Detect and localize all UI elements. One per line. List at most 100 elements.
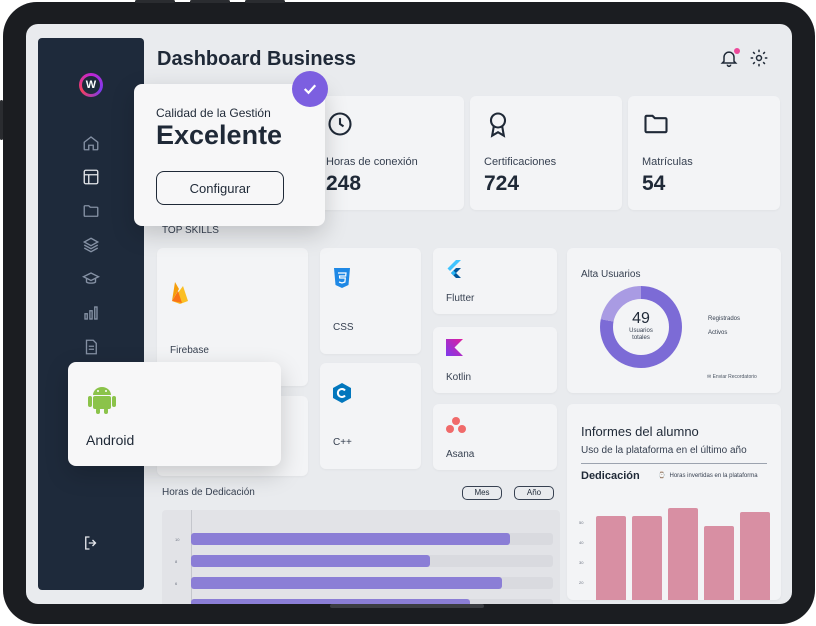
css3-icon — [333, 268, 353, 288]
dedicacion-column — [632, 516, 662, 600]
bar-tick-label: 10 — [175, 537, 180, 542]
notification-dot — [734, 48, 740, 54]
skill-card-firebase[interactable]: Firebase — [157, 248, 308, 386]
alta-usuarios-card: Alta Usuarios 49 Usuarios totales Regist… — [567, 248, 781, 393]
cpp-icon — [333, 383, 353, 403]
skill-label: Kotlin — [446, 372, 472, 383]
dedicacion-column — [740, 512, 770, 600]
dedicacion-legend-text: Horas invertidas en la plataforma — [669, 472, 758, 479]
bar-tick-label: 8 — [175, 559, 178, 564]
quality-value: Excelente — [156, 120, 283, 150]
watch-icon: ⌚ — [658, 473, 666, 479]
flutter-icon — [446, 260, 466, 280]
stat-label: Horas de conexión — [326, 156, 418, 168]
skill-label: CSS — [333, 322, 354, 333]
firebase-icon — [170, 280, 190, 304]
dedicacion-column — [668, 508, 698, 600]
legend-registrados: Registrados — [708, 316, 741, 322]
stat-value: 54 — [642, 172, 666, 195]
donut-total-label-1: Usuarios — [629, 328, 653, 334]
layers-icon[interactable] — [82, 236, 100, 254]
folder-icon[interactable] — [82, 202, 100, 220]
skill-label: Firebase — [170, 345, 209, 356]
dedicacion-column — [596, 516, 626, 600]
skill-label: C++ — [333, 437, 352, 448]
skill-card-css[interactable]: CSS — [320, 248, 421, 354]
stat-label: Certificaciones — [484, 156, 557, 168]
bar-fill — [191, 555, 430, 567]
skill-label: Flutter — [446, 293, 475, 304]
award-icon — [484, 110, 512, 138]
tablet-camera-bar — [0, 100, 3, 140]
legend-activos: Activos — [708, 330, 728, 336]
page-title: Dashboard Business — [157, 48, 356, 70]
document-icon[interactable] — [82, 338, 100, 356]
stat-value: 248 — [326, 172, 362, 195]
skill-card-cpp[interactable]: C++ — [320, 363, 421, 469]
home-indicator — [330, 604, 484, 608]
column-tick-label: 20 — [579, 580, 584, 585]
graduation-cap-icon[interactable] — [81, 270, 101, 288]
stat-card-certificaciones[interactable]: Certificaciones 724 — [470, 96, 622, 210]
home-icon[interactable] — [82, 134, 100, 152]
send-reminder-link[interactable]: ✉ Enviar Recordatorio — [707, 374, 757, 380]
kotlin-icon — [446, 339, 466, 359]
logo-letter: W — [82, 76, 100, 94]
donut-total-label-2: totales — [632, 335, 650, 341]
column-tick-label: 30 — [579, 560, 584, 565]
skill-card-flutter[interactable]: Flutter — [433, 248, 557, 314]
column-tick-label: 50 — [579, 520, 584, 525]
bar-fill — [191, 599, 470, 604]
quality-label: Calidad de la Gestión — [156, 106, 271, 120]
column-tick-label: 40 — [579, 540, 584, 545]
informes-title: Informes del alumno — [581, 424, 699, 439]
donut-center: 49 Usuarios totales — [613, 299, 669, 355]
stat-value: 724 — [484, 172, 520, 195]
horas-dedicacion-title: Horas de Dedicación — [162, 487, 255, 498]
alta-usuarios-title: Alta Usuarios — [581, 269, 641, 280]
ano-button[interactable]: Año — [514, 486, 554, 500]
mail-icon: ✉ — [707, 374, 712, 380]
layout-icon[interactable] — [82, 168, 100, 186]
stat-card-matriculas[interactable]: Matrículas 54 — [628, 96, 780, 210]
logout-icon[interactable] — [82, 534, 100, 552]
dedicacion-legend: ⌚ Horas invertidas en la plataforma — [658, 472, 758, 480]
screen: W Dashboard Business — [26, 24, 792, 604]
quality-popup: Calidad de la Gestión Excelente Configur… — [134, 84, 325, 226]
mes-button[interactable]: Mes — [462, 486, 502, 500]
dedicacion-label: Dedicación — [581, 470, 640, 482]
skill-card-kotlin[interactable]: Kotlin — [433, 327, 557, 393]
android-popup[interactable]: Android — [68, 362, 281, 466]
skill-card-asana[interactable]: Asana — [433, 404, 557, 470]
check-icon — [292, 71, 328, 107]
bar-fill — [191, 577, 502, 589]
tablet-top-button-3 — [245, 0, 285, 3]
android-icon — [88, 384, 116, 419]
bar-fill — [191, 533, 510, 545]
asana-icon — [446, 416, 466, 436]
bar-tick-label: 4 — [175, 603, 177, 604]
android-label: Android — [86, 432, 135, 448]
stat-label: Matrículas — [642, 156, 693, 168]
notification-bell-icon[interactable] — [719, 48, 739, 68]
informes-divider — [581, 463, 767, 464]
sidebar: W — [38, 38, 144, 590]
top-skills-title: TOP SKILLS — [162, 225, 219, 236]
dedicacion-column — [704, 526, 734, 600]
send-reminder-label: Enviar Recordatorio — [712, 374, 757, 380]
tablet-top-button-1 — [135, 0, 175, 3]
tablet-top-button-2 — [190, 0, 230, 3]
bar-tick-label: 6 — [175, 581, 178, 586]
gear-icon[interactable] — [749, 48, 769, 68]
informes-subtitle: Uso de la plataforma en el último año — [581, 445, 747, 456]
donut-total: 49 — [632, 310, 650, 327]
users-donut-chart: 49 Usuarios totales — [600, 286, 682, 368]
skill-label: Asana — [446, 449, 475, 460]
configure-button[interactable]: Configurar — [156, 171, 284, 205]
stat-card-horas[interactable]: Horas de conexión 248 — [312, 96, 464, 210]
brand-logo[interactable]: W — [79, 73, 103, 97]
informes-card: Informes del alumno Uso de la plataforma… — [567, 404, 781, 600]
clock-icon — [326, 110, 354, 138]
bar-chart-icon[interactable] — [82, 304, 100, 322]
folder-icon — [642, 110, 670, 138]
